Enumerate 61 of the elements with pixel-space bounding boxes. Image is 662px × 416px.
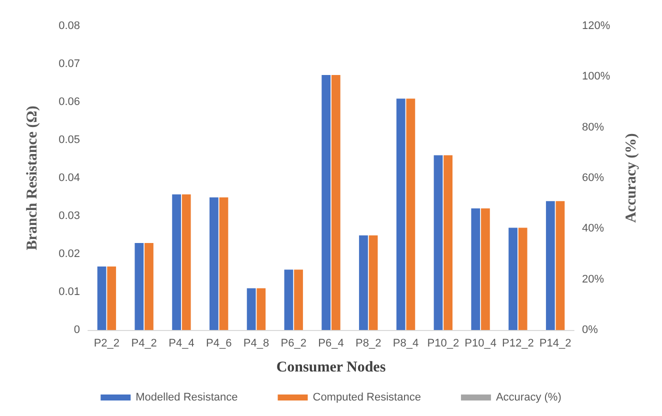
bar xyxy=(284,270,294,330)
x-tick-label: P4_4 xyxy=(168,338,194,350)
bar xyxy=(480,208,490,330)
y2-axis-title: Accuracy (%) xyxy=(624,133,640,223)
bar xyxy=(219,197,228,330)
bar xyxy=(134,242,144,330)
y-tick-label: 0.08 xyxy=(58,20,80,32)
x-tick-label: P6_2 xyxy=(280,338,306,350)
bar xyxy=(556,201,565,330)
y2-tick-label: 60% xyxy=(582,172,604,184)
x-tick-label: P4_6 xyxy=(206,338,232,350)
bar xyxy=(172,194,182,330)
bar xyxy=(434,155,443,330)
bar xyxy=(518,228,528,330)
legend-label: Modelled Resistance xyxy=(136,392,238,404)
y2-tick-label: 120% xyxy=(582,20,610,32)
bar xyxy=(144,242,154,330)
bar xyxy=(508,228,518,330)
bar xyxy=(406,98,416,330)
x-tick-label: P10_4 xyxy=(464,338,496,350)
y-tick-label: 0.02 xyxy=(58,248,80,260)
bar xyxy=(107,266,116,330)
x-tick-label: P4_8 xyxy=(243,338,270,350)
legend-label: Accuracy (%) xyxy=(496,392,562,404)
y-tick-label: 0 xyxy=(74,324,80,336)
bar xyxy=(331,75,340,330)
x-tick-label: P8_2 xyxy=(356,338,382,350)
bar xyxy=(368,235,378,330)
x-tick-label: P12_2 xyxy=(502,338,534,350)
y-tick-label: 0.03 xyxy=(58,210,80,222)
bar xyxy=(359,235,368,330)
bar xyxy=(546,201,555,330)
bar xyxy=(471,208,480,330)
bar xyxy=(246,288,256,330)
x-tick-label: P14_2 xyxy=(539,338,572,350)
bar xyxy=(210,197,218,330)
x-tick-label: P8_4 xyxy=(392,338,419,350)
bar xyxy=(256,288,266,330)
y2-tick-label: 0% xyxy=(582,324,598,336)
y2-tick-label: 40% xyxy=(582,222,604,235)
bar xyxy=(396,98,406,330)
y-tick-label: 0.01 xyxy=(58,286,80,298)
legend-label: Computed Resistance xyxy=(312,392,421,404)
bar xyxy=(97,266,106,330)
x-axis-title: Consumer Nodes xyxy=(276,360,386,376)
bar xyxy=(294,270,303,330)
bar xyxy=(444,155,452,330)
x-tick-label: P6_4 xyxy=(318,338,344,350)
y-tick-label: 0.06 xyxy=(58,96,80,108)
y2-tick-label: 100% xyxy=(582,70,610,83)
bar xyxy=(182,194,191,330)
x-tick-label: P4_2 xyxy=(131,338,157,350)
y2-tick-label: 80% xyxy=(582,121,604,134)
x-tick-label: P2_2 xyxy=(94,338,120,350)
y-tick-label: 0.07 xyxy=(58,58,80,70)
y-tick-label: 0.04 xyxy=(58,172,80,184)
y-axis-title: Branch Resistance (Ω) xyxy=(24,106,40,250)
x-tick-label: P10_2 xyxy=(427,338,460,350)
y-tick-label: 0.05 xyxy=(58,134,80,146)
y2-tick-label: 20% xyxy=(582,273,604,286)
bar xyxy=(322,75,331,330)
